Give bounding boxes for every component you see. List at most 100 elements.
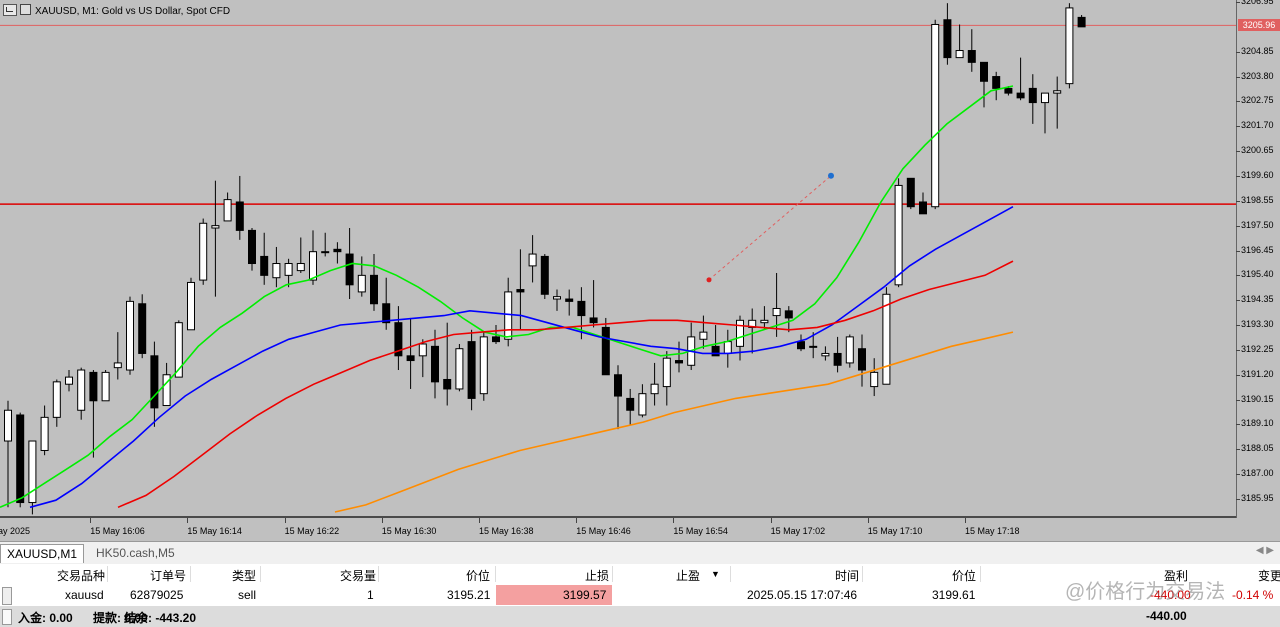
candle-bear bbox=[967, 50, 976, 63]
candle-bear bbox=[1016, 92, 1025, 99]
withdraw-value: 提款: 0.00 bbox=[93, 611, 148, 625]
candle-bear bbox=[516, 289, 525, 293]
candle-bear bbox=[248, 229, 256, 265]
candle-bull bbox=[211, 225, 220, 229]
price-tick-label: 3188.05 bbox=[1236, 443, 1274, 454]
candle-bear bbox=[943, 19, 952, 59]
trade-link-line bbox=[708, 175, 832, 281]
chart-window-icon[interactable] bbox=[3, 4, 17, 16]
order-row[interactable]: xauusd 62879025 sell 1 3195.21 3199.57 2… bbox=[0, 585, 1280, 605]
price-tick-label: 3202.75 bbox=[1236, 95, 1274, 106]
candle-bear bbox=[565, 298, 574, 302]
candle-bull bbox=[882, 293, 891, 385]
time-tick-label: 15 May 17:10 bbox=[867, 518, 923, 536]
order-type: sell bbox=[238, 588, 257, 602]
candle-bear bbox=[711, 345, 720, 357]
price-tick-label: 3191.20 bbox=[1236, 368, 1274, 379]
order-row-marker bbox=[2, 587, 12, 605]
candle-bear bbox=[138, 303, 147, 354]
candle-bear bbox=[443, 378, 452, 390]
time-tick-label: 15 May 16:06 bbox=[90, 518, 145, 536]
candle-bull bbox=[113, 362, 122, 369]
tab-xauusd-m1[interactable]: XAUUSD,M1 bbox=[0, 544, 85, 563]
candle-bull bbox=[772, 307, 781, 317]
candle-bull bbox=[272, 263, 281, 279]
candle-bull bbox=[284, 263, 293, 276]
candle-bull bbox=[101, 371, 110, 402]
candle-bear bbox=[992, 76, 1001, 89]
tab-hk50-m5[interactable]: HK50.cash,M5 bbox=[96, 546, 175, 560]
col-take-profit[interactable]: 止盈 bbox=[676, 569, 701, 583]
price-tick-label: 3190.15 bbox=[1236, 393, 1274, 404]
candle-bear bbox=[89, 371, 98, 402]
candle-bear bbox=[431, 345, 439, 383]
col-volume[interactable]: 交易量 bbox=[340, 569, 377, 583]
sort-arrow-icon[interactable]: ▼ bbox=[711, 569, 720, 579]
balance-value: 结余: -443.20 bbox=[124, 611, 197, 625]
order-change: -0.14 % bbox=[1232, 588, 1274, 602]
time-tick-label: 15 May 17:18 bbox=[965, 518, 1020, 536]
chart-title-text: XAUUSD, M1: Gold vs US Dollar, Spot CFD bbox=[35, 6, 231, 17]
candle-bull bbox=[4, 409, 12, 442]
chart-area[interactable]: XAUUSD, M1: Gold vs US Dollar, Spot CFD bbox=[0, 0, 1236, 518]
moving-average-line bbox=[117, 260, 1014, 509]
candle-bear bbox=[394, 322, 403, 357]
moving-average-line bbox=[29, 205, 1014, 509]
col-symbol[interactable]: 交易品种 bbox=[57, 569, 106, 583]
candle-bull bbox=[28, 440, 37, 504]
candle-bear bbox=[919, 201, 927, 215]
candle-bear bbox=[614, 374, 622, 397]
price-tick-label: 3193.30 bbox=[1236, 319, 1274, 330]
candle-bull bbox=[296, 263, 305, 272]
time-scale[interactable]: 15 May 2025 15 May 16:06 15 May 16:14 15 Ma… bbox=[0, 518, 1236, 540]
chart-menu-icon[interactable] bbox=[20, 4, 31, 15]
time-tick-label: 15 May 16:46 bbox=[576, 518, 631, 536]
col-open-price[interactable]: 价位 bbox=[466, 569, 491, 583]
candle-bull bbox=[162, 374, 171, 407]
candle-bear bbox=[601, 326, 610, 376]
account-summary: 入金: 0.00 提款: 0.00 结余: -443.20 -440.00 bbox=[0, 606, 1280, 627]
col-change[interactable]: 变更 bbox=[1258, 569, 1280, 583]
candle-bull bbox=[894, 184, 903, 286]
candle-bull bbox=[821, 352, 830, 357]
time-tick-label: 15 May 16:30 bbox=[381, 518, 437, 536]
trade-close-marker bbox=[828, 172, 834, 179]
price-tick-label: 3185.95 bbox=[1236, 493, 1274, 503]
candle-bull bbox=[955, 50, 964, 59]
candle-bull bbox=[528, 253, 537, 267]
price-tick-label: 3203.80 bbox=[1236, 70, 1274, 81]
tab-scroll-arrows-icon[interactable]: ◀ ▶ bbox=[1255, 545, 1274, 556]
price-tick-label: 3192.25 bbox=[1236, 343, 1274, 354]
candle-bull bbox=[504, 291, 513, 340]
candle-bear bbox=[626, 397, 635, 411]
price-chart[interactable] bbox=[0, 0, 1236, 518]
candle-bear bbox=[784, 310, 793, 319]
price-tick-label: 3201.70 bbox=[1236, 120, 1274, 131]
candle-bull bbox=[357, 274, 366, 293]
candle-bull bbox=[199, 222, 208, 281]
col-stop-loss[interactable]: 止损 bbox=[585, 569, 610, 583]
price-tick-label: 3194.35 bbox=[1236, 294, 1274, 305]
col-type[interactable]: 类型 bbox=[232, 569, 257, 583]
candle-bull bbox=[309, 251, 317, 281]
price-scale[interactable]: 3206.95 3204.85 3203.80 3202.75 3201.70 3200.… bbox=[1236, 0, 1280, 518]
candle-bull bbox=[723, 341, 732, 354]
candle-bull bbox=[65, 376, 73, 385]
price-tick-label: 3197.50 bbox=[1236, 219, 1274, 230]
price-tick-label: 3200.65 bbox=[1236, 145, 1274, 156]
candle-bull bbox=[638, 393, 647, 416]
candle-bull bbox=[126, 300, 134, 371]
col-ticket[interactable]: 订单号 bbox=[150, 569, 187, 583]
time-tick-label: 15 May 17:02 bbox=[770, 518, 826, 536]
time-tick-label: 15 May 16:38 bbox=[479, 518, 534, 536]
orders-header: 交易品种 订单号 类型 交易量 价位 止损 止盈 ▼ 时间 价位 盈利 变更 bbox=[0, 564, 1280, 584]
price-tick-label: 3187.00 bbox=[1236, 468, 1274, 479]
candle-bear bbox=[16, 414, 25, 504]
order-stop-loss[interactable]: 3199.57 bbox=[563, 588, 607, 602]
col-time[interactable]: 时间 bbox=[835, 569, 860, 583]
candle-bear bbox=[906, 177, 915, 208]
moving-average-line bbox=[334, 331, 1014, 513]
watermark: @价格行为交易法 bbox=[1065, 581, 1226, 603]
col-price[interactable]: 价位 bbox=[952, 569, 977, 583]
col-profit[interactable]: 盈利 bbox=[1164, 569, 1189, 583]
